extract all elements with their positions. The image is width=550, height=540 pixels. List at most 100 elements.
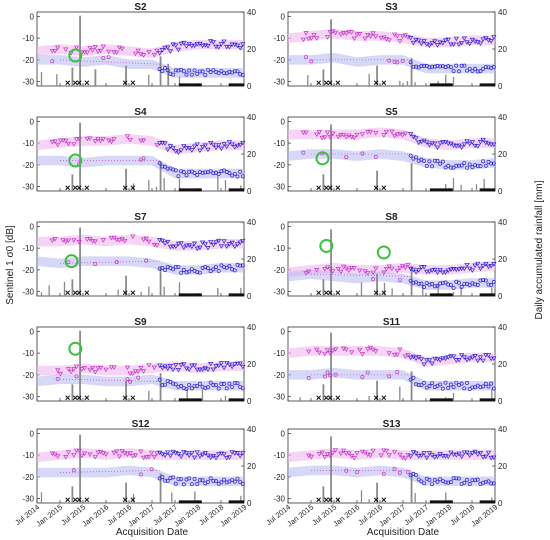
data-point-upper (111, 50, 117, 55)
data-point-upper (87, 367, 93, 373)
rain-bar (410, 371, 413, 401)
data-point-lower (165, 68, 170, 73)
y-tick-label: -10 (273, 139, 285, 148)
data-point-upper (381, 448, 387, 453)
data-point-upper (467, 141, 473, 147)
x-marker (72, 497, 78, 503)
data-point-lower (392, 466, 397, 471)
upper-band (288, 28, 495, 48)
x-tick-label: Jan 2016 (331, 502, 361, 528)
data-point-lower (168, 476, 173, 481)
data-point-lower (101, 56, 106, 61)
data-point-upper (346, 29, 352, 35)
data-point-lower (443, 165, 448, 170)
data-point-upper (461, 142, 467, 147)
data-point-upper (434, 270, 441, 275)
y2-tick-label: 0 (498, 499, 503, 508)
y2-tick-label: 20 (498, 255, 507, 264)
x-marker (316, 290, 322, 296)
data-point-upper (135, 369, 141, 375)
data-point-upper (73, 364, 80, 370)
y-tick-label: -30 (22, 288, 34, 297)
y-tick-label: 0 (281, 429, 286, 438)
data-point-lower (163, 164, 167, 169)
data-point-lower (208, 476, 213, 481)
data-point-upper (89, 239, 96, 244)
data-point-lower (208, 269, 213, 274)
data-point-lower (206, 266, 210, 271)
data-point-upper (173, 43, 179, 48)
data-point-lower (392, 59, 397, 64)
data-point-upper (237, 453, 243, 459)
rain-bar (399, 386, 401, 401)
rain-bar (71, 174, 74, 191)
data-point-lower (165, 478, 170, 483)
data-point-upper (178, 454, 184, 459)
rain-bar (132, 493, 135, 503)
data-point-lower (443, 480, 448, 485)
data-point-upper (89, 365, 96, 371)
data-point-lower (214, 382, 218, 387)
data-point-lower (227, 381, 232, 386)
data-point-upper (181, 40, 187, 46)
data-point-upper (437, 267, 443, 273)
data-point-lower (304, 55, 308, 60)
data-point-upper (162, 141, 168, 146)
data-point-lower (138, 472, 143, 477)
chart-title: S12 (132, 419, 150, 430)
data-point-upper (197, 367, 203, 373)
data-point-upper (111, 137, 117, 142)
data-point-lower (446, 480, 451, 485)
data-point-lower (181, 267, 186, 272)
data-point-upper (194, 142, 200, 147)
data-point-lower (235, 381, 240, 386)
highlight-circle (68, 341, 83, 356)
data-point-upper (140, 53, 147, 58)
data-point-lower (160, 164, 165, 169)
data-point-upper (477, 451, 484, 456)
data-point-upper (127, 371, 133, 377)
data-point-lower (422, 380, 427, 385)
data-point-lower (222, 381, 227, 386)
data-point-upper (151, 52, 157, 58)
y2-tick-label: 0 (498, 187, 503, 196)
data-point-upper (402, 456, 408, 462)
data-point-lower (427, 477, 432, 482)
data-point-lower (491, 386, 496, 391)
data-point-lower (411, 280, 416, 285)
data-point-upper (130, 454, 136, 459)
data-point-upper (335, 267, 341, 272)
data-point-upper (232, 362, 238, 367)
data-point-upper (49, 140, 55, 145)
data-point-upper (418, 41, 425, 47)
data-point-upper (167, 244, 174, 250)
y-tick-label: -20 (273, 473, 285, 482)
data-point-upper (135, 48, 141, 54)
x-marker (327, 185, 333, 191)
data-point-upper (154, 451, 160, 456)
data-point-upper (100, 44, 106, 50)
rain-bar (414, 82, 416, 86)
data-point-upper (98, 48, 104, 54)
chart-title: S11 (383, 317, 401, 328)
x-marker (76, 497, 82, 503)
data-point-lower (475, 69, 480, 74)
data-point-upper (73, 45, 80, 51)
data-point-lower (55, 376, 60, 381)
rain-bar (437, 284, 439, 296)
data-point-upper (483, 262, 489, 267)
data-point-upper (183, 146, 190, 151)
data-point-upper (391, 450, 398, 455)
data-point-lower (408, 60, 413, 65)
y2-tick-label: 0 (498, 397, 503, 406)
rain-bar (125, 380, 127, 401)
data-point-upper (383, 267, 390, 272)
x-marker (316, 497, 322, 503)
data-point-upper (124, 365, 131, 371)
y-tick-label: -30 (22, 393, 34, 402)
data-point-upper (405, 262, 411, 268)
data-point-lower (422, 285, 427, 289)
data-point-lower (446, 385, 451, 390)
data-point-upper (216, 452, 222, 457)
data-point-upper (394, 352, 400, 358)
